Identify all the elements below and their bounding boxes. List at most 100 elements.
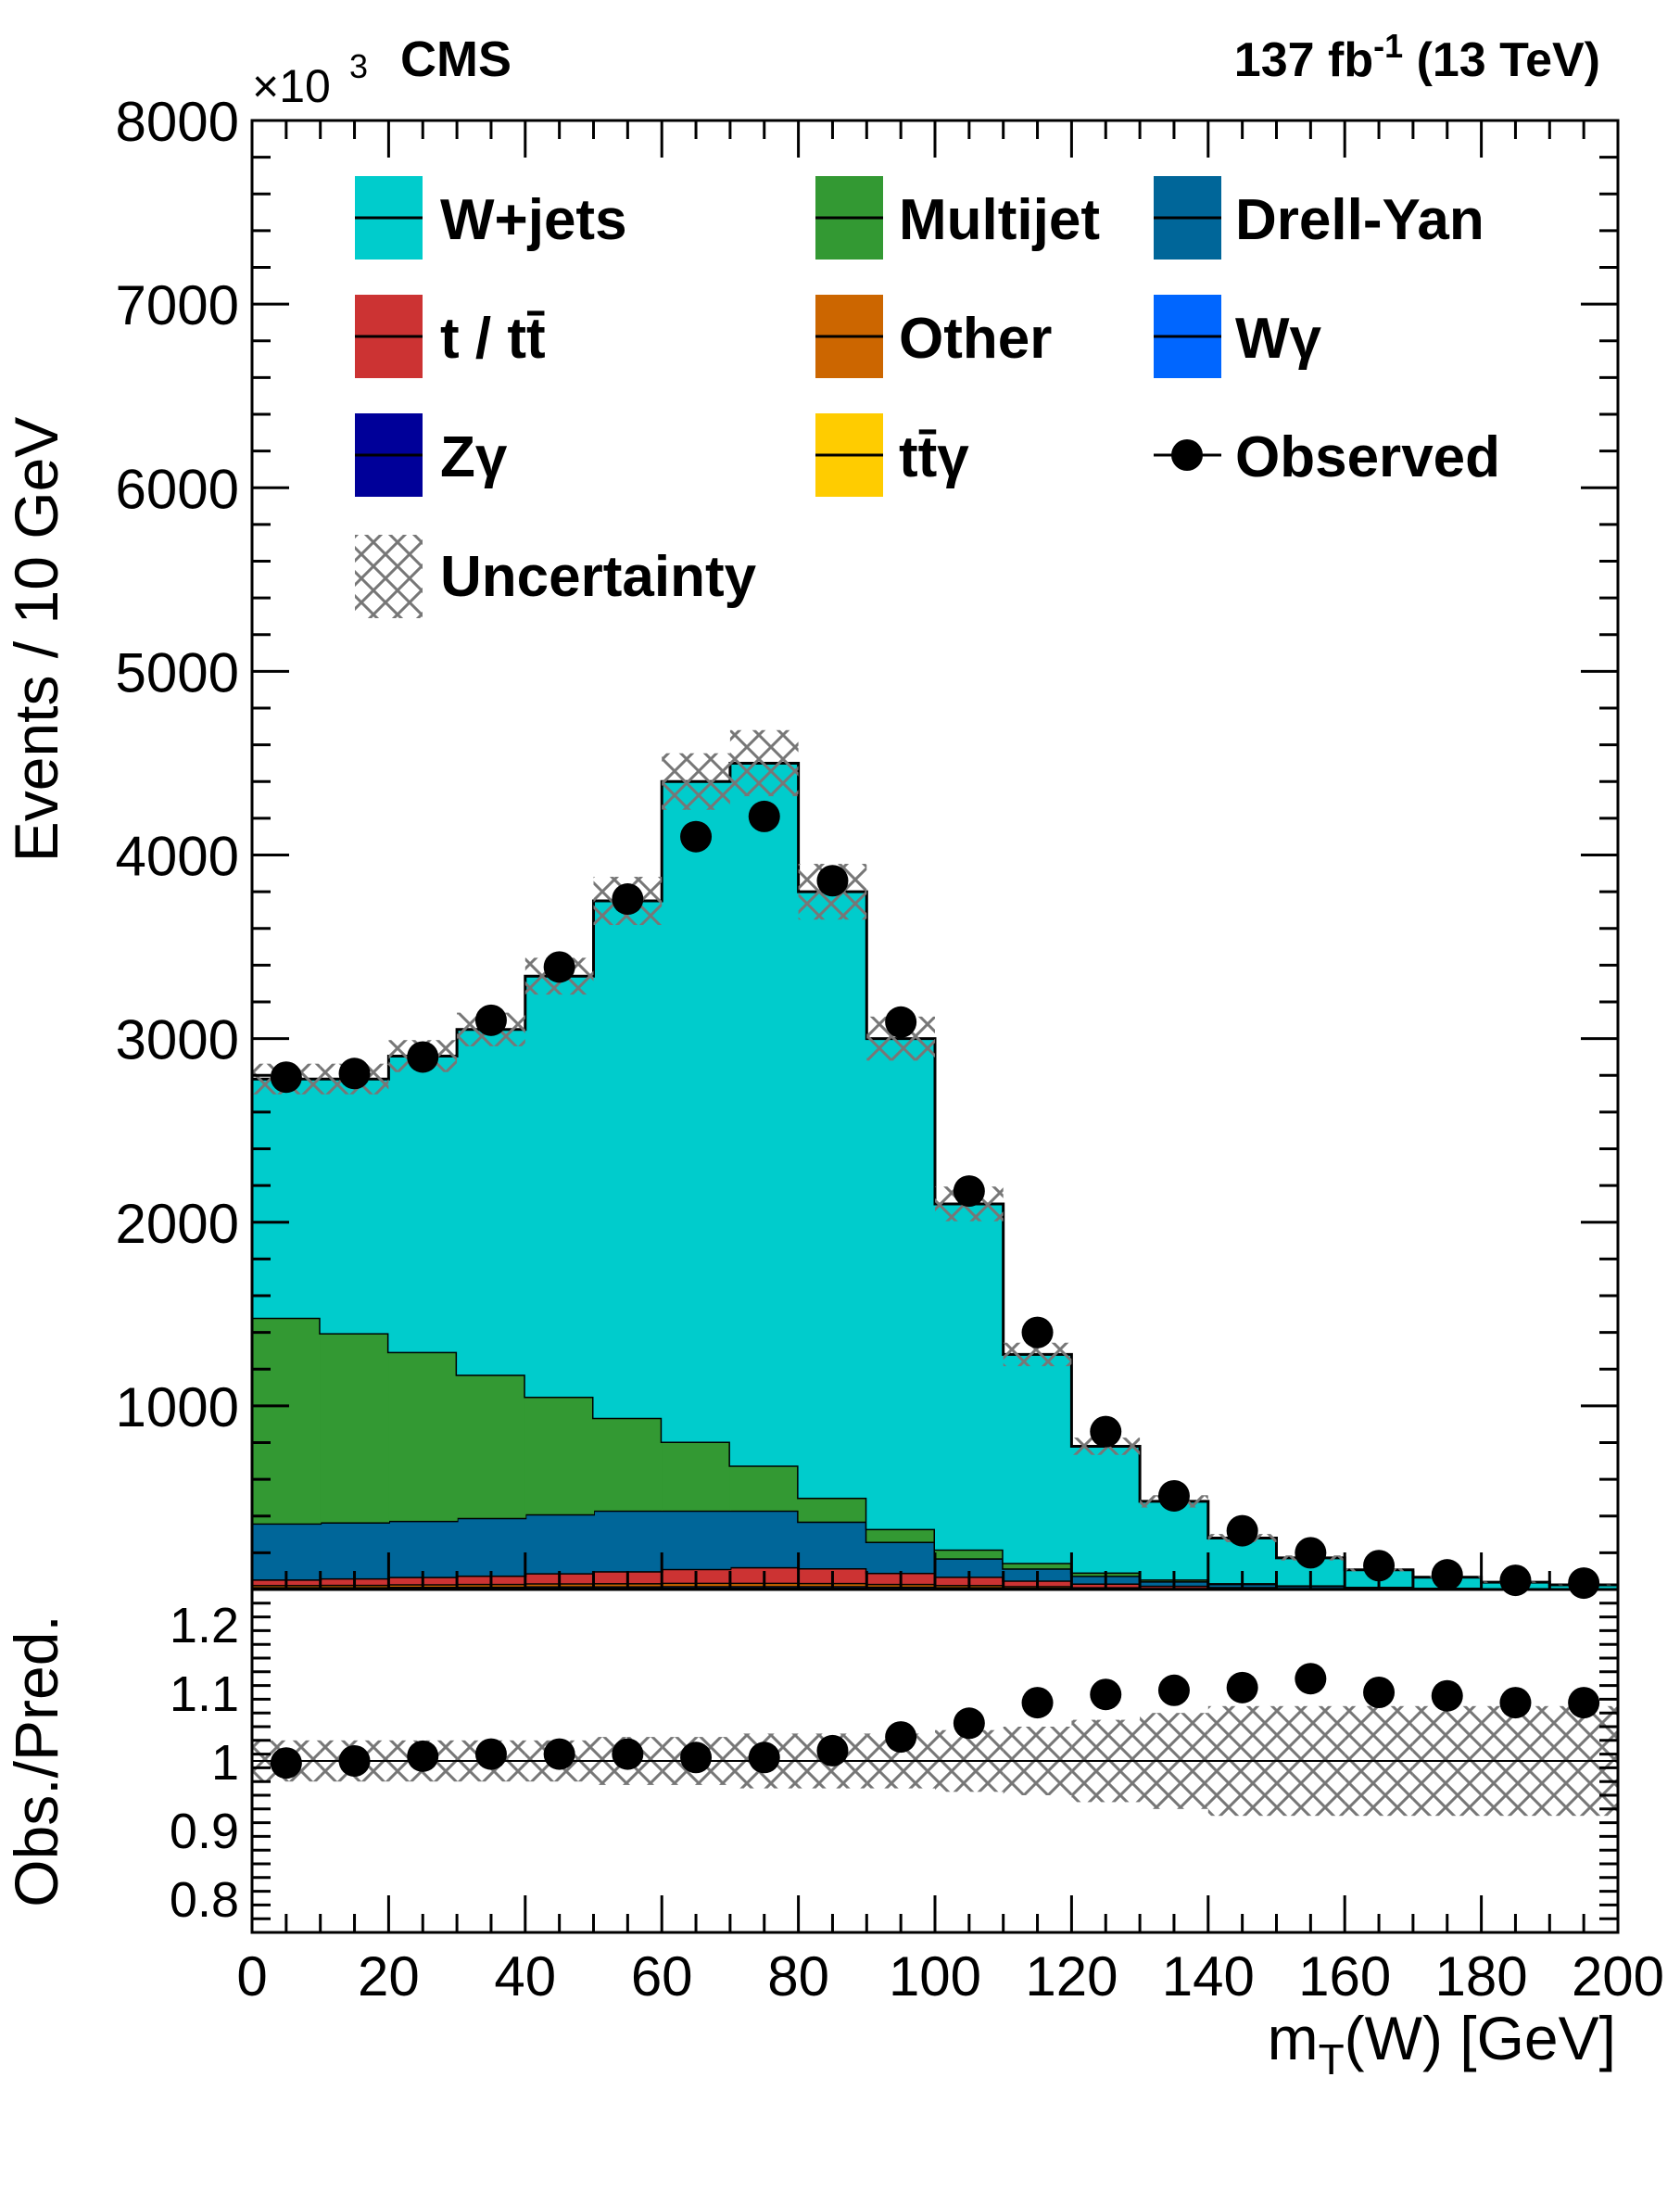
observed-point — [474, 1004, 507, 1036]
observed-point — [270, 1061, 302, 1094]
legend-label-ttgamma: tt̄γ — [899, 425, 969, 489]
bar-wjets — [729, 763, 800, 1466]
ratio-point — [407, 1740, 439, 1772]
ratio-point — [885, 1721, 917, 1754]
ratio-point — [1090, 1678, 1122, 1711]
ratio-point — [1021, 1687, 1054, 1719]
bar-wjets — [252, 1079, 322, 1318]
x-tick-label: 120 — [1025, 1945, 1118, 2007]
legend-swatch-uncertainty — [355, 535, 423, 618]
legend-item-wjets: W+jets — [355, 176, 627, 260]
uncertainty-bin — [662, 753, 730, 810]
bar-drellyan — [729, 1510, 800, 1567]
y-tick-label: 5000 — [116, 641, 239, 703]
legend-label-drellyan: Drell-Yan — [1235, 188, 1484, 252]
x-tick-label: 80 — [767, 1945, 829, 2007]
bar-wjets — [593, 901, 663, 1418]
observed-point — [543, 951, 575, 983]
bar-wjets — [662, 781, 731, 1442]
legend-item-ttgamma: tt̄γ — [815, 413, 969, 497]
ratio-point — [1157, 1674, 1190, 1706]
bar-wjets — [320, 1079, 389, 1334]
bar-multijet — [388, 1351, 458, 1521]
ratio-point — [748, 1741, 780, 1774]
observed-point — [816, 865, 849, 897]
bar-multijet — [1003, 1563, 1072, 1569]
legend-item-top: t / tt̄ — [355, 295, 546, 378]
observed-point — [1295, 1537, 1327, 1569]
bar-wjets — [935, 1203, 1004, 1550]
bar-drellyan — [524, 1513, 595, 1574]
multiplier-exp: 3 — [349, 47, 368, 85]
ratio-y-tick-label: 1 — [211, 1735, 239, 1791]
ratio-point — [1226, 1671, 1258, 1703]
legend-label-top: t / tt̄ — [440, 307, 546, 371]
bar-multijet — [866, 1528, 936, 1542]
bar-drellyan — [798, 1521, 867, 1569]
observed-point — [1226, 1514, 1258, 1547]
x-tick-label: 0 — [236, 1945, 267, 2007]
ratio-y-tick-label: 0.9 — [170, 1804, 239, 1859]
legend-item-other: Other — [815, 295, 1052, 378]
ratio-point — [612, 1738, 644, 1770]
bar-drellyan — [320, 1522, 389, 1578]
x-tick-label: 100 — [889, 1945, 981, 2007]
legend-label-zgamma: Zγ — [440, 425, 508, 489]
bar-drellyan — [866, 1541, 936, 1573]
stacked-histogram — [252, 761, 1618, 1589]
bar-multijet — [252, 1317, 322, 1524]
legend-label-observed: Observed — [1235, 425, 1500, 489]
observed-point — [407, 1041, 439, 1073]
bar-wjets — [866, 1038, 936, 1529]
lumi-suffix — [1403, 33, 1416, 87]
observed-point — [1090, 1415, 1122, 1448]
observed-point — [748, 800, 780, 832]
bar-multijet — [457, 1374, 526, 1518]
bar-multijet — [320, 1333, 389, 1523]
legend-item-drellyan: Drell-Yan — [1154, 176, 1484, 260]
x-axis-label-rest: (W) [GeV] — [1345, 2004, 1616, 2072]
ratio-y-tick-label: 0.8 — [170, 1872, 239, 1928]
bar-multijet — [524, 1396, 595, 1514]
stack-layer-wjets — [252, 761, 1618, 1589]
bar-multijet — [593, 1417, 663, 1511]
y-tick-label: 4000 — [116, 826, 239, 888]
ratio-point — [1295, 1663, 1327, 1695]
bar-multijet — [662, 1441, 731, 1511]
ratio-panel: 0.8 0.9 1 1.1 1.2 — [170, 1588, 1620, 1934]
legend-item-wgamma: Wγ — [1154, 295, 1322, 378]
y-tick-label: 3000 — [116, 1009, 239, 1071]
y-tick-label: 2000 — [116, 1193, 239, 1255]
ratio-point — [474, 1738, 507, 1770]
legend-item-zgamma: Zγ — [355, 413, 508, 497]
legend-item-uncertainty: Uncertainty — [355, 535, 757, 618]
ratio-y-tick-label: 1.1 — [170, 1666, 239, 1722]
x-tick-label: 200 — [1572, 1945, 1664, 2007]
bar-wjets — [1003, 1354, 1072, 1564]
bar-wjets — [798, 892, 867, 1498]
bar-wjets — [388, 1056, 458, 1352]
ratio-point — [270, 1747, 302, 1779]
ratio-point — [1499, 1687, 1532, 1719]
ratio-point — [1431, 1679, 1463, 1712]
legend-item-observed: Observed — [1154, 425, 1500, 489]
x-tick-labels: 0 20 40 60 80 100 120 140 160 180 200 — [236, 1945, 1664, 2007]
bar-drellyan — [388, 1520, 458, 1577]
lumi-energy: (13 TeV) — [1417, 33, 1600, 87]
y-tick-label: 6000 — [116, 458, 239, 520]
ratio-point — [953, 1707, 985, 1740]
observed-point — [1021, 1316, 1054, 1349]
lumi-label: 137 fb-1 (13 TeV) — [1234, 27, 1600, 87]
observed-point — [885, 1006, 917, 1038]
ratio-y-tick-label: 1.2 — [170, 1598, 239, 1653]
ratio-points — [270, 1663, 1600, 1779]
y-tick-label: 8000 — [116, 91, 239, 153]
observed-point — [1157, 1479, 1190, 1512]
uncertainty-bin — [729, 729, 799, 797]
x-axis-label: mT(W) [GeV] — [1268, 2004, 1616, 2083]
multiplier-base: ×10 — [252, 60, 331, 112]
x-tick-label: 140 — [1162, 1945, 1255, 2007]
bar-wjets — [1071, 1446, 1141, 1573]
x-axis-label-m: m — [1268, 2004, 1319, 2072]
